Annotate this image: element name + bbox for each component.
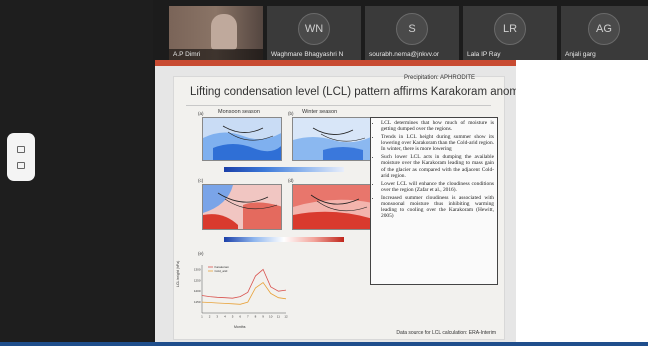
toolbar-button-1[interactable] [17,146,25,153]
chart-y-label: LCL height (hPa) [176,260,180,287]
bottom-progress-bar [0,342,648,346]
slide-title: Lifting condensation level (LCL) pattern… [190,86,534,98]
chart-axis-lines [201,265,286,314]
map-d-winter-lcl [292,184,372,230]
map-a-monsoon-trend [202,117,282,161]
shared-screen: Precipitation: APHRODITE Lifting condens… [155,60,534,344]
chart-y-tick: 1250 [194,278,201,282]
panel-tag-d: (d) [288,178,294,183]
chart-x-tick: 11 [277,315,280,319]
chart-x-tick: 4 [224,315,226,319]
participant-name: Anjali garg [565,51,596,58]
chart-legend-label: Cold_arid [215,269,228,273]
map-b-winter-trend [292,117,372,161]
participant-name: A.P Dimri [173,51,201,58]
chart-x-tick: 12 [284,315,288,319]
monsoon-label: Monsoon season [218,109,260,115]
participant-name: Waghmare Bhagyashri N [271,51,344,58]
winter-label: Winter season [302,109,338,115]
participant-tile[interactable]: LR Lala IP Ray [463,6,557,60]
participant-name: sourabh.nema@jnkvv.or [369,51,440,58]
panel-tag-e: (e) [198,251,204,256]
title-divider [186,105,491,106]
avatar: AG [588,13,620,45]
shared-window-titlebar [155,60,516,66]
participant-tile[interactable]: AG Anjali garg [561,6,648,60]
chart-x-tick: 6 [239,315,241,319]
participant-tile-video[interactable]: A.P Dimri [169,6,263,60]
panel-tag-c: (c) [198,178,204,183]
bullet-item: Lower LCL will enhance the cloudiness co… [381,181,494,193]
map-c-monsoon-lcl [202,184,282,230]
left-panel [0,0,153,346]
bullet-item: Such lower LCL acts in dumping the avail… [381,154,494,179]
bullet-item: Increased summer cloudiness is associate… [381,195,494,220]
bullet-item: Trends in LCL height during summer show … [381,134,494,153]
participants-strip: A.P Dimri WN Waghmare Bhagyashri N S sou… [153,0,648,60]
chart-y-tick: 1150 [194,300,201,304]
chart-x-tick: 9 [262,315,264,319]
panel-tag-a: (a) [198,111,204,116]
panel-tag-b: (b) [288,111,294,116]
chart-series-line-karakoram [201,268,287,299]
chart-x-tick: 8 [255,315,257,319]
chart-x-tick: 2 [209,315,211,319]
chart-y-tick: 1300 [194,267,201,271]
chart-x-tick: 5 [232,315,234,319]
chart-x-tick: 10 [269,315,273,319]
participant-tile[interactable]: WN Waghmare Bhagyashri N [267,6,361,60]
slide-header-note: Precipitation: APHRODITE [404,75,476,81]
chart-series-line-cold-arid [201,281,287,305]
data-source-note: Data source for LCL calculation: ERA-Int… [396,330,496,336]
chart-legend-label: Karakoram [215,265,230,269]
participant-name: Lala IP Ray [467,51,501,58]
chart-y-tick: 1200 [194,289,201,293]
chart-x-tick: 3 [216,315,218,319]
chart-x-label: Months [234,325,246,329]
chart-x-tick: 1 [201,315,203,319]
avatar: WN [298,13,330,45]
avatar: S [396,13,428,45]
avatar: LR [494,13,526,45]
presentation-slide: Precipitation: APHRODITE Lifting condens… [173,75,534,340]
colorbar-top [224,167,344,172]
chart-x-tick: 7 [247,315,249,319]
colorbar-bottom [224,237,344,242]
video-namebar [169,49,263,60]
bullet-item: LCL determines that how much of moisture… [381,120,494,132]
toolbar-button-2[interactable] [17,162,25,169]
participant-tile[interactable]: S sourabh.nema@jnkvv.or [365,6,459,60]
floating-toolbar [7,133,35,181]
participant-video-person [211,14,237,50]
bullet-text-box: LCL determines that how much of moisture… [370,117,498,285]
right-blank-area [516,60,648,344]
